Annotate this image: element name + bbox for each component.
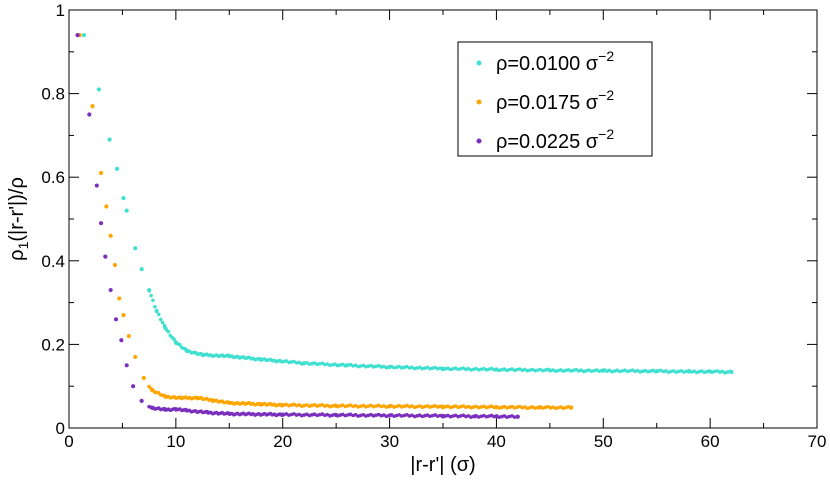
y-tick-label: 0.2	[41, 335, 65, 354]
y-tick-label: 0.8	[41, 85, 65, 104]
scatter-point-series-0	[107, 137, 112, 142]
scatter-point-series-0	[81, 32, 87, 38]
y-tick-label: 0	[56, 419, 65, 438]
scatter-point-series-2	[119, 338, 124, 343]
x-tick-label: 0	[64, 432, 73, 451]
scatter-point-series-0	[149, 293, 153, 298]
scatter-point-series-0	[124, 208, 129, 213]
scatter-point-series-0	[172, 337, 176, 342]
x-tick-label: 60	[701, 432, 720, 451]
x-tick-label: 10	[166, 432, 185, 451]
legend-marker-2	[476, 138, 482, 144]
x-tick-label: 30	[380, 432, 399, 451]
scatter-point-series-0	[133, 246, 138, 251]
scatter-point-series-2	[113, 317, 119, 322]
axis-ticks: 0 10 20 30 40 50 60 70 0 0.2 0.4 0.6 0.8 1	[41, 1, 826, 451]
y-tick-label: 0.4	[41, 252, 65, 271]
x-tick-label: 20	[273, 432, 292, 451]
y-tick-label: 0.6	[41, 168, 65, 187]
x-tick-label: 40	[487, 432, 506, 451]
scatter-point-series-0	[139, 267, 144, 272]
scatter-point-series-0	[156, 312, 161, 317]
scatter-point-series-2	[94, 183, 99, 188]
scatter-point-series-1	[133, 354, 138, 360]
scatter-point-series-0	[114, 166, 120, 171]
scatter-point-series-0	[158, 317, 163, 322]
scatter-point-series-2	[103, 254, 108, 259]
scatter-point-series-1	[117, 296, 122, 301]
legend-label-2: ρ=0.0225 σ−2	[496, 126, 614, 153]
y-tick-label: 1	[56, 1, 65, 20]
x-tick-label: 50	[594, 432, 613, 451]
legend-label-0: ρ=0.0100 σ−2	[496, 48, 614, 75]
scatter-point-series-2	[139, 398, 144, 403]
legend-marker-1	[476, 99, 482, 105]
legend-label-1: ρ=0.0175 σ−2	[496, 87, 614, 114]
scatter-point-series-2	[98, 221, 104, 226]
scatter-point-series-1	[569, 406, 573, 410]
scatter-point-series-1	[121, 313, 126, 318]
scatter-point-series-0	[151, 298, 155, 303]
scatter-point-series-0	[728, 369, 732, 374]
scatter-point-series-2	[108, 287, 113, 293]
legend-marker-0	[476, 60, 482, 66]
scatter-point-series-0	[166, 329, 171, 334]
scatter-point-series-0	[155, 309, 159, 314]
x-tick-label: 70	[808, 432, 827, 451]
y-axis-label: ρ1(|r-r'|)/ρ	[6, 177, 31, 261]
data-points	[75, 32, 734, 419]
scatter-point-series-0	[162, 323, 167, 328]
scatter-point-series-1	[141, 375, 146, 380]
scatter-point-series-0	[147, 289, 151, 293]
plot-frame	[68, 9, 818, 429]
scatter-point-series-1	[98, 170, 104, 176]
scatter-point-series-2	[124, 363, 129, 368]
scatter-point-series-2	[87, 112, 92, 117]
legend-box	[457, 41, 653, 157]
scatter-point-series-2	[515, 414, 519, 419]
scatter-point-series-0	[178, 343, 182, 347]
scatter-point-series-1	[104, 204, 109, 209]
scatter-point-series-0	[153, 305, 157, 309]
scatter-point-series-1	[126, 333, 131, 339]
scatter-point-series-2	[75, 32, 80, 38]
scatter-point-series-1	[108, 233, 113, 238]
scatter-point-series-0	[160, 320, 165, 325]
scatter-point-series-1	[90, 104, 95, 109]
scatter-point-series-1	[112, 262, 118, 268]
x-axis-label: |r-r'| (σ)	[410, 454, 475, 476]
scatter-point-series-0	[96, 87, 102, 92]
scatter-point-series-0	[121, 196, 126, 201]
scatter-point-series-2	[131, 384, 136, 389]
legend: ρ=0.0100 σ−2 ρ=0.0175 σ−2 ρ=0.0225 σ−2	[457, 41, 653, 157]
